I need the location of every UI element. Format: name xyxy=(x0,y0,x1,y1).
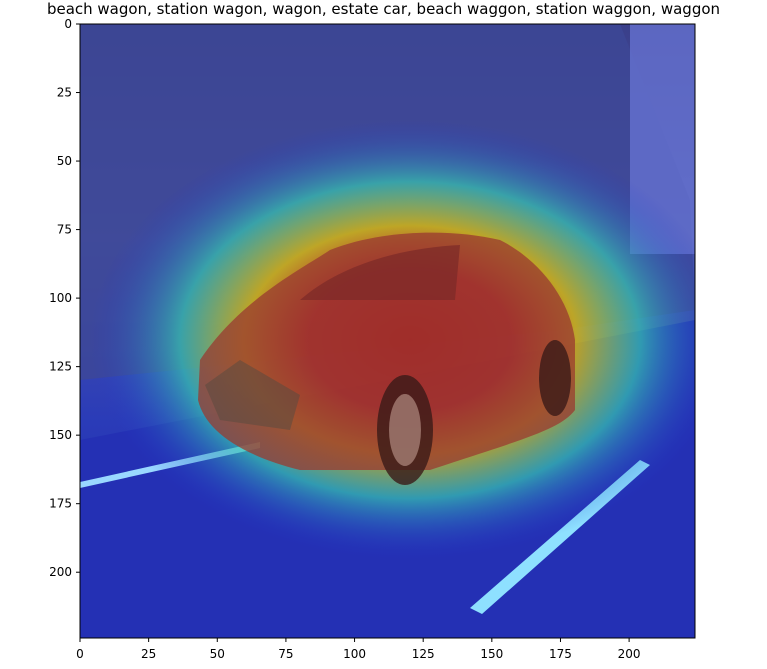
y-tick-label: 125 xyxy=(49,360,72,374)
y-tick-label: 25 xyxy=(57,86,72,100)
y-tick-label: 100 xyxy=(49,291,72,305)
x-tick-label: 175 xyxy=(549,647,572,661)
x-tick-label: 0 xyxy=(76,647,84,661)
x-tick-label: 200 xyxy=(618,647,641,661)
car xyxy=(198,232,575,485)
y-tick-label: 50 xyxy=(57,154,72,168)
axes-frame xyxy=(79,23,696,639)
x-tick-label: 100 xyxy=(343,647,366,661)
x-tick-label: 125 xyxy=(412,647,435,661)
x-tick-label: 75 xyxy=(278,647,293,661)
y-tick-label: 175 xyxy=(49,497,72,511)
x-tick-label: 150 xyxy=(480,647,503,661)
x-tick-label: 25 xyxy=(141,647,156,661)
y-tick-label: 200 xyxy=(49,565,72,579)
y-tick-label: 150 xyxy=(49,428,72,442)
figure-title: beach wagon, station wagon, wagon, estat… xyxy=(46,0,721,18)
x-axis: 0 25 50 75 100 125 150 175 200 xyxy=(76,638,641,661)
y-tick-label: 75 xyxy=(57,223,72,237)
y-axis: 0 25 50 75 100 125 150 175 200 xyxy=(49,17,80,579)
x-tick-label: 50 xyxy=(210,647,225,661)
y-tick-label: 0 xyxy=(64,17,72,31)
